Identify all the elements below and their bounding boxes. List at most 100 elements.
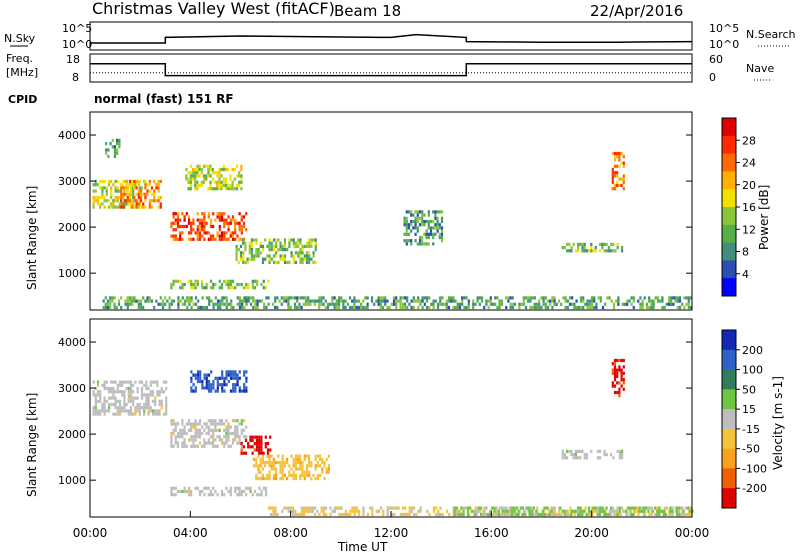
velocity-cell	[96, 380, 100, 384]
velocity-cell	[314, 477, 317, 481]
power-cell	[335, 305, 338, 310]
power-cell	[114, 186, 117, 190]
power-cell	[225, 218, 228, 222]
power-cell	[120, 186, 123, 190]
power-cell	[297, 238, 300, 242]
power-cell	[116, 179, 119, 184]
velocity-cell	[132, 412, 135, 416]
power-cell	[203, 231, 206, 235]
velocity-cell	[99, 412, 102, 416]
velocity-cell	[576, 506, 580, 510]
velocity-cell	[303, 473, 306, 477]
power-cell	[218, 174, 221, 178]
power-cell	[170, 302, 173, 306]
power-cell	[268, 244, 271, 248]
power-cell	[229, 286, 232, 290]
power-cell	[139, 199, 143, 203]
velocity-cell	[103, 409, 106, 413]
power-cell	[590, 249, 593, 253]
velocity-cell	[528, 512, 531, 517]
power-cell	[205, 174, 208, 178]
velocity-cell	[285, 506, 288, 510]
velocity-cell	[112, 390, 115, 394]
power-cell	[414, 232, 417, 236]
power-cell	[110, 202, 113, 206]
power-cell	[203, 212, 206, 216]
power-cell	[270, 244, 273, 248]
velocity-ytick-label: 2000	[58, 428, 86, 441]
velocity-cell	[329, 506, 332, 510]
power-cell	[610, 299, 613, 303]
velocity-cell	[675, 512, 679, 517]
velocity-cell	[435, 512, 438, 517]
velocity-cell	[244, 438, 248, 442]
power-cell	[110, 179, 113, 184]
power-cell	[312, 254, 315, 258]
velocity-cell	[196, 422, 199, 426]
velocity-cell	[123, 402, 126, 407]
velocity-cell	[190, 425, 193, 429]
velocity-cell	[441, 512, 444, 517]
velocity-cell	[259, 457, 262, 461]
velocity-cell	[103, 386, 106, 391]
velocity-cell	[344, 512, 347, 517]
power-cell	[124, 186, 127, 190]
power-cell	[248, 248, 251, 252]
velocity-cell	[308, 470, 311, 474]
power-cell	[434, 213, 437, 217]
power-cell	[496, 296, 499, 300]
power-cell	[410, 210, 413, 214]
velocity-cell	[620, 506, 624, 510]
velocity-cell	[613, 509, 616, 513]
velocity-cell	[616, 512, 619, 517]
power-cell	[117, 302, 121, 306]
power-cell	[140, 186, 144, 190]
velocity-cell	[270, 506, 273, 510]
velocity-cell	[114, 399, 117, 403]
power-cell	[480, 299, 484, 303]
xtick-label: 20:00	[574, 526, 609, 540]
velocity-cell	[566, 456, 569, 460]
velocity-cell	[147, 399, 150, 403]
velocity-cell	[201, 431, 204, 436]
power-cell	[359, 305, 363, 310]
velocity-cell	[524, 509, 527, 513]
velocity-cell	[145, 399, 148, 403]
nsky-series-line	[90, 33, 693, 44]
velocity-cell	[634, 506, 637, 510]
velocity-cell	[151, 399, 155, 403]
velocity-cell	[377, 509, 380, 513]
power-cell	[176, 237, 180, 241]
power-cell	[685, 296, 688, 300]
velocity-cell	[134, 380, 137, 384]
power-cell	[137, 305, 140, 310]
power-cell	[320, 302, 323, 306]
power-cell	[355, 299, 358, 303]
power-cell	[412, 305, 415, 310]
velocity-cell	[258, 438, 261, 442]
velocity-cell	[281, 461, 284, 465]
power-cell	[225, 302, 228, 306]
power-cell	[472, 305, 475, 310]
velocity-cell	[611, 362, 614, 366]
power-cell	[611, 171, 614, 175]
power-cell	[239, 257, 243, 261]
power-cell	[613, 187, 617, 191]
power-cell	[296, 299, 299, 303]
velocity-cell	[362, 506, 365, 510]
velocity-colorbar-label: Velocity [m s-1]	[771, 376, 785, 470]
power-cell	[318, 299, 321, 303]
velocity-cell	[209, 422, 213, 426]
power-cell	[427, 232, 430, 236]
velocity-cell	[680, 506, 683, 510]
velocity-cell	[266, 442, 270, 446]
velocity-cell	[413, 512, 416, 517]
power-cell	[425, 242, 428, 246]
power-cell	[617, 302, 620, 306]
velocity-cell	[299, 457, 302, 461]
velocity-cell	[437, 512, 440, 517]
velocity-cell	[264, 477, 267, 481]
power-cell	[439, 302, 442, 306]
velocity-cell	[238, 486, 241, 490]
